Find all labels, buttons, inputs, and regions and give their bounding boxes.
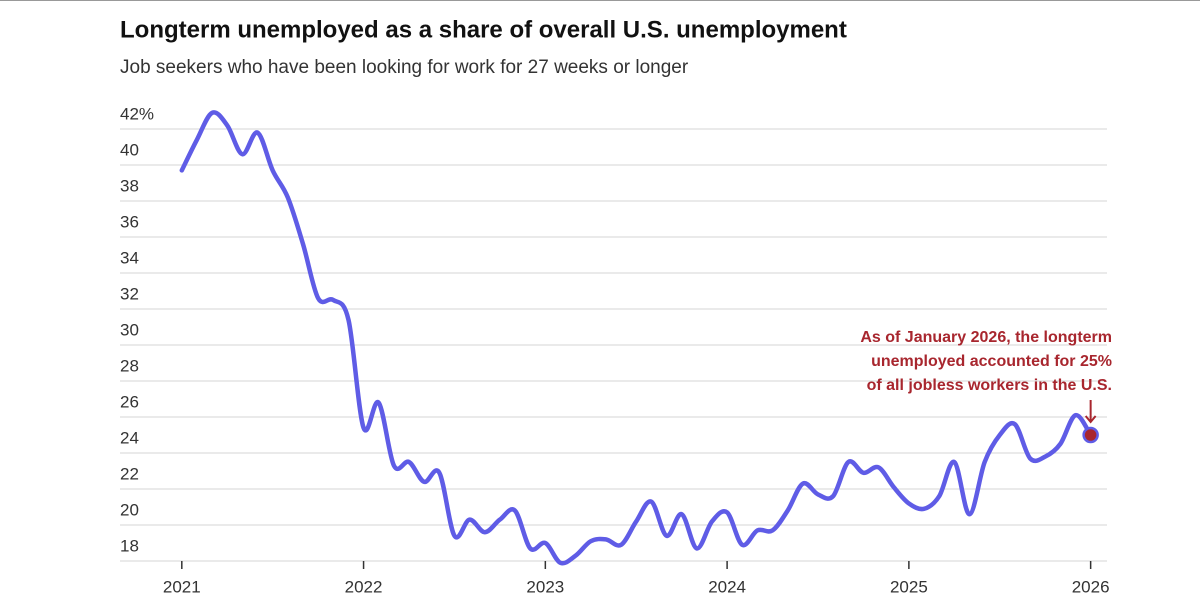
chart-subtitle: Job seekers who have been looking for wo… [120, 57, 689, 78]
highlight-marker [1082, 426, 1099, 444]
y-tick-label: 32 [120, 284, 139, 303]
annotation-text: unemployed accounted for 25% [871, 353, 1112, 370]
annotation-text: As of January 2026, the longterm [860, 329, 1112, 346]
x-tick-label: 2021 [163, 577, 201, 596]
x-tick-label: 2025 [890, 577, 928, 596]
y-tick-label: 34 [120, 248, 139, 267]
x-tick-label: 2026 [1072, 577, 1110, 596]
x-tick-label: 2022 [345, 577, 383, 596]
y-tick-label: 40 [120, 140, 139, 159]
y-tick-label: 36 [120, 212, 139, 231]
y-tick-label: 18 [120, 536, 139, 555]
chart-title: Longterm unemployed as a share of overal… [120, 16, 847, 43]
y-tick-label: 38 [120, 176, 139, 195]
y-tick-label: 42% [120, 104, 154, 123]
x-tick-label: 2023 [526, 577, 564, 596]
y-tick-label: 22 [120, 464, 139, 483]
data-line [179, 110, 1093, 566]
y-tick-label: 26 [120, 392, 139, 411]
annotation-text: of all jobless workers in the U.S. [867, 377, 1112, 394]
x-tick-label: 2024 [708, 577, 746, 596]
y-tick-label: 28 [120, 356, 139, 375]
annotation-arrowhead [1084, 415, 1097, 424]
y-tick-label: 30 [120, 320, 139, 339]
y-tick-label: 20 [120, 500, 139, 519]
y-tick-label: 24 [120, 428, 139, 447]
